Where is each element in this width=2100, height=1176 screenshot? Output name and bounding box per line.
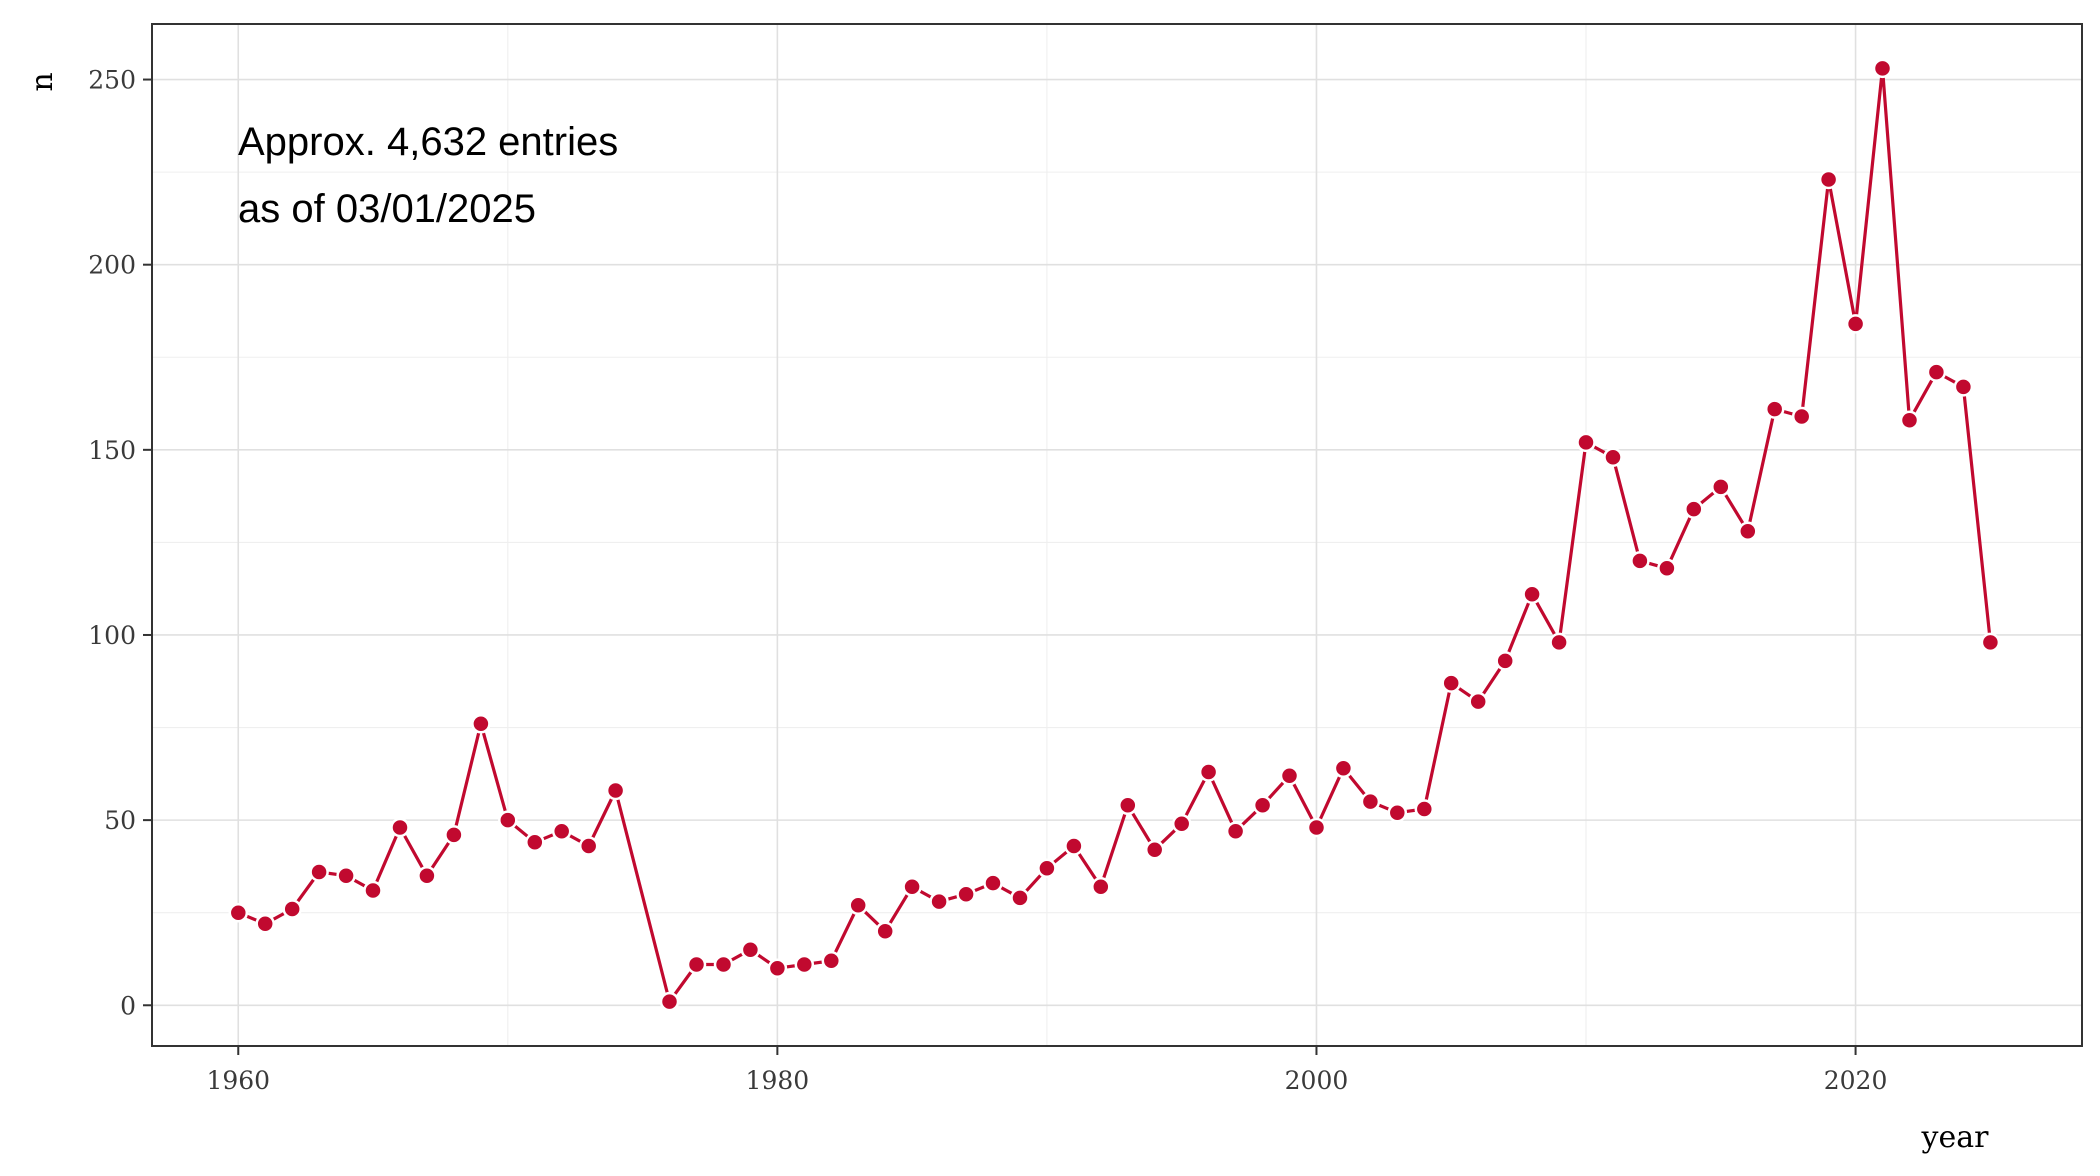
data-point — [848, 895, 868, 916]
data-point — [1630, 551, 1650, 571]
annotation-line-2: as of 03/01/2025 — [238, 187, 536, 231]
y-axis-title: n — [25, 72, 60, 91]
data-point — [1791, 406, 1812, 427]
x-tick-label: 2020 — [1824, 1066, 1888, 1095]
y-tick-label: 0 — [120, 991, 136, 1020]
data-point — [1603, 447, 1623, 467]
data-point — [1171, 814, 1192, 834]
data-point — [1360, 791, 1381, 812]
data-point — [929, 891, 949, 912]
y-tick-label: 50 — [104, 806, 136, 835]
data-point — [1118, 795, 1138, 816]
data-point — [767, 958, 788, 978]
data-point — [309, 862, 329, 882]
data-point — [605, 780, 626, 801]
data-point — [228, 902, 249, 923]
data-point — [1387, 802, 1408, 823]
data-point — [498, 810, 518, 830]
data-point — [578, 836, 599, 856]
data-point — [794, 954, 815, 975]
data-point — [1980, 632, 2001, 653]
data-point — [444, 825, 464, 845]
data-point — [1225, 821, 1246, 841]
x-tick-label: 1980 — [746, 1066, 810, 1095]
data-point — [1252, 795, 1273, 816]
data-point — [1144, 839, 1165, 860]
data-point — [1845, 314, 1866, 334]
data-point — [255, 914, 275, 934]
data-point — [1468, 691, 1488, 712]
data-point — [551, 821, 572, 841]
axes: 1960 1980 2000 2020 0 50 100 150 200 250 — [88, 66, 1887, 1095]
data-point — [1818, 169, 1839, 190]
data-point — [875, 921, 895, 941]
data-point — [740, 939, 761, 960]
data-point — [686, 954, 707, 975]
panel-border — [151, 23, 2083, 1047]
data-points — [228, 58, 2001, 1012]
data-point — [282, 899, 302, 919]
data-point — [956, 884, 976, 904]
data-point — [1684, 499, 1704, 519]
data-point — [525, 832, 545, 853]
data-point — [1091, 877, 1111, 897]
y-tick-label: 150 — [88, 436, 136, 465]
data-point — [1198, 762, 1219, 782]
data-point — [1064, 836, 1084, 856]
data-point — [1414, 799, 1435, 819]
data-point — [1576, 432, 1596, 453]
data-point — [390, 817, 410, 838]
data-point — [1926, 362, 1947, 382]
annotation-line-1: Approx. 4,632 entries — [238, 120, 618, 164]
data-point — [1010, 888, 1030, 908]
data-point — [1953, 377, 1974, 397]
data-point — [1764, 399, 1785, 419]
y-tick-label: 100 — [88, 621, 136, 650]
x-tick-label: 2000 — [1285, 1066, 1349, 1095]
data-point — [659, 991, 680, 1012]
data-point — [1899, 410, 1920, 430]
x-tick-label: 1960 — [206, 1066, 270, 1095]
data-point — [417, 865, 437, 886]
data-point — [983, 873, 1003, 893]
y-tick-label: 200 — [88, 251, 136, 280]
y-tick-label: 250 — [88, 66, 136, 95]
data-point — [1333, 758, 1354, 779]
data-point — [1522, 584, 1542, 604]
data-point — [713, 954, 734, 975]
data-point — [1037, 858, 1057, 879]
data-point — [363, 880, 383, 901]
data-point — [1657, 558, 1677, 579]
data-point — [1872, 58, 1893, 79]
grid-lines — [152, 24, 2082, 1046]
data-point — [1711, 477, 1731, 497]
data-point — [336, 865, 356, 886]
data-point — [1306, 817, 1327, 838]
data-point — [1549, 632, 1569, 653]
data-point — [1495, 651, 1515, 671]
data-point — [1279, 765, 1300, 786]
data-point — [471, 714, 491, 734]
data-point — [1738, 521, 1758, 542]
data-point — [902, 877, 922, 897]
x-axis-title: year — [1921, 1120, 1990, 1155]
data-point — [821, 951, 842, 971]
data-point — [1441, 673, 1461, 693]
